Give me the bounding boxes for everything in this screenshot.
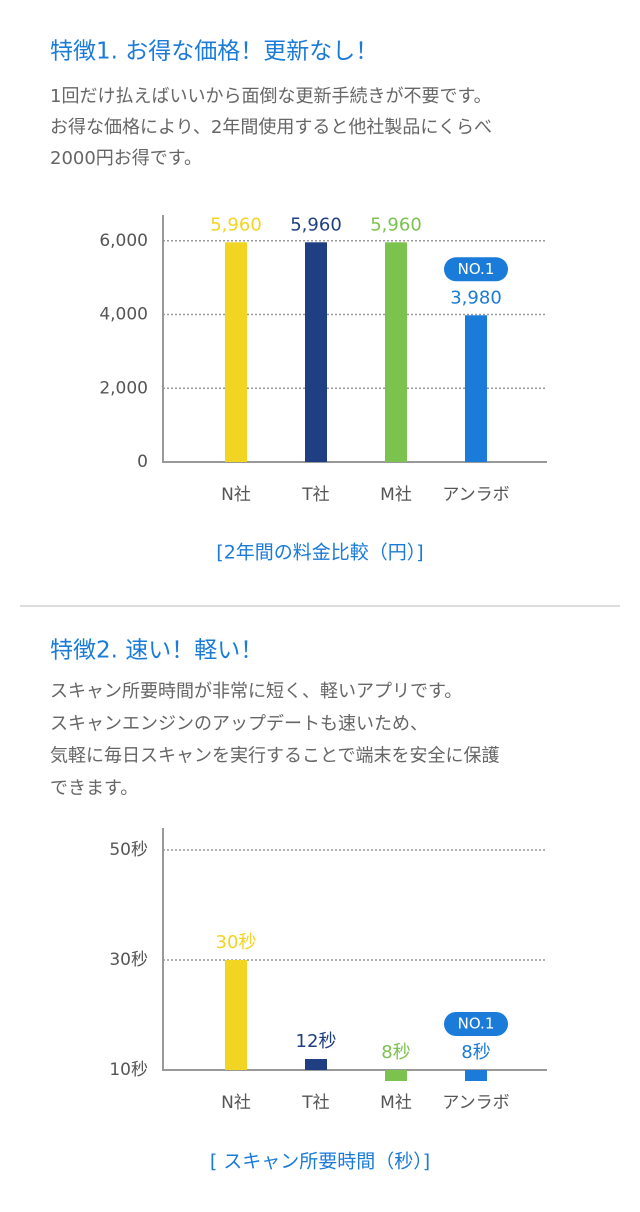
bar xyxy=(225,242,247,462)
bar xyxy=(465,315,487,462)
badge-text: NO.1 xyxy=(458,260,495,278)
value-label: 12秒 xyxy=(296,1031,337,1052)
badge-text: NO.1 xyxy=(458,1015,495,1033)
bar xyxy=(225,960,247,1070)
value-label: 5,960 xyxy=(210,214,262,235)
x-tick-label: アンラボ xyxy=(442,1093,509,1113)
bar xyxy=(385,1070,407,1081)
chart-caption: [ スキャン所要時間（秒）] xyxy=(210,1151,430,1173)
bar xyxy=(465,1070,487,1081)
value-label: 5,960 xyxy=(290,214,342,235)
y-tick-label: 30秒 xyxy=(109,950,148,970)
paragraph-line: お得な価格により、2年間使用すると他社製品にくらべ xyxy=(50,117,492,138)
y-tick-label: 0 xyxy=(137,452,148,472)
chart-caption: [2年間の料金比較（円）] xyxy=(216,542,423,564)
paragraph-line: 1回だけ払えばいいから面倒な更新手続きが不要です。 xyxy=(50,86,492,107)
x-tick-label: M社 xyxy=(380,1093,412,1113)
paragraph-line: スキャン所要時間が非常に短く、軽いアプリです。 xyxy=(50,681,462,702)
x-tick-label: N社 xyxy=(221,485,251,505)
bar xyxy=(305,242,327,462)
y-tick-label: 50秒 xyxy=(109,840,148,860)
value-label: 3,980 xyxy=(450,287,502,308)
x-tick-label: M社 xyxy=(380,485,412,505)
value-label: 8秒 xyxy=(461,1042,490,1063)
y-tick-label: 4,000 xyxy=(99,305,148,325)
value-label: 5,960 xyxy=(370,214,422,235)
value-label: 8秒 xyxy=(381,1042,410,1063)
paragraph-line: できます。 xyxy=(50,778,138,799)
badge xyxy=(444,1012,508,1036)
section-title: 特徴1. お得な価格！更新なし！ xyxy=(50,39,378,65)
y-tick-label: 10秒 xyxy=(109,1060,148,1080)
section-title: 特徴2. 速い！軽い！ xyxy=(50,638,263,664)
badge xyxy=(444,257,508,282)
x-tick-label: アンラボ xyxy=(442,485,509,505)
paragraph-line: スキャンエンジンのアップデートも速いため、 xyxy=(50,713,428,734)
value-label: 30秒 xyxy=(216,932,257,953)
x-tick-label: N社 xyxy=(221,1093,251,1113)
paragraph-line: 気軽に毎日スキャンを実行することで端末を安全に保護 xyxy=(50,746,499,767)
x-tick-label: T社 xyxy=(301,485,329,505)
y-tick-label: 2,000 xyxy=(99,378,148,398)
x-tick-label: T社 xyxy=(301,1093,329,1113)
bar xyxy=(385,242,407,462)
bar xyxy=(305,1059,327,1070)
y-tick-label: 6,000 xyxy=(99,231,148,251)
paragraph-line: 2000円お得です。 xyxy=(50,148,202,169)
